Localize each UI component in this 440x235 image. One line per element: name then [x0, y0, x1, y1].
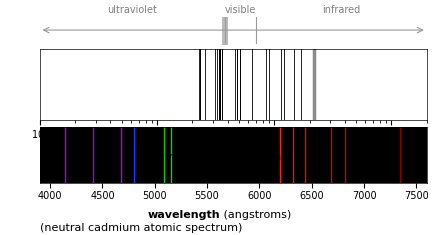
Text: (angstroms): (angstroms): [220, 152, 291, 162]
Text: (angstroms): (angstroms): [220, 210, 291, 220]
Bar: [222, 17, 227, 45]
Text: wavelength: wavelength: [147, 210, 220, 220]
Text: wavelength: wavelength: [147, 152, 220, 162]
Text: ultraviolet: ultraviolet: [107, 5, 157, 15]
Text: visible: visible: [225, 5, 256, 15]
Text: infrared: infrared: [322, 5, 360, 15]
Text: (neutral cadmium atomic spectrum): (neutral cadmium atomic spectrum): [40, 223, 242, 233]
